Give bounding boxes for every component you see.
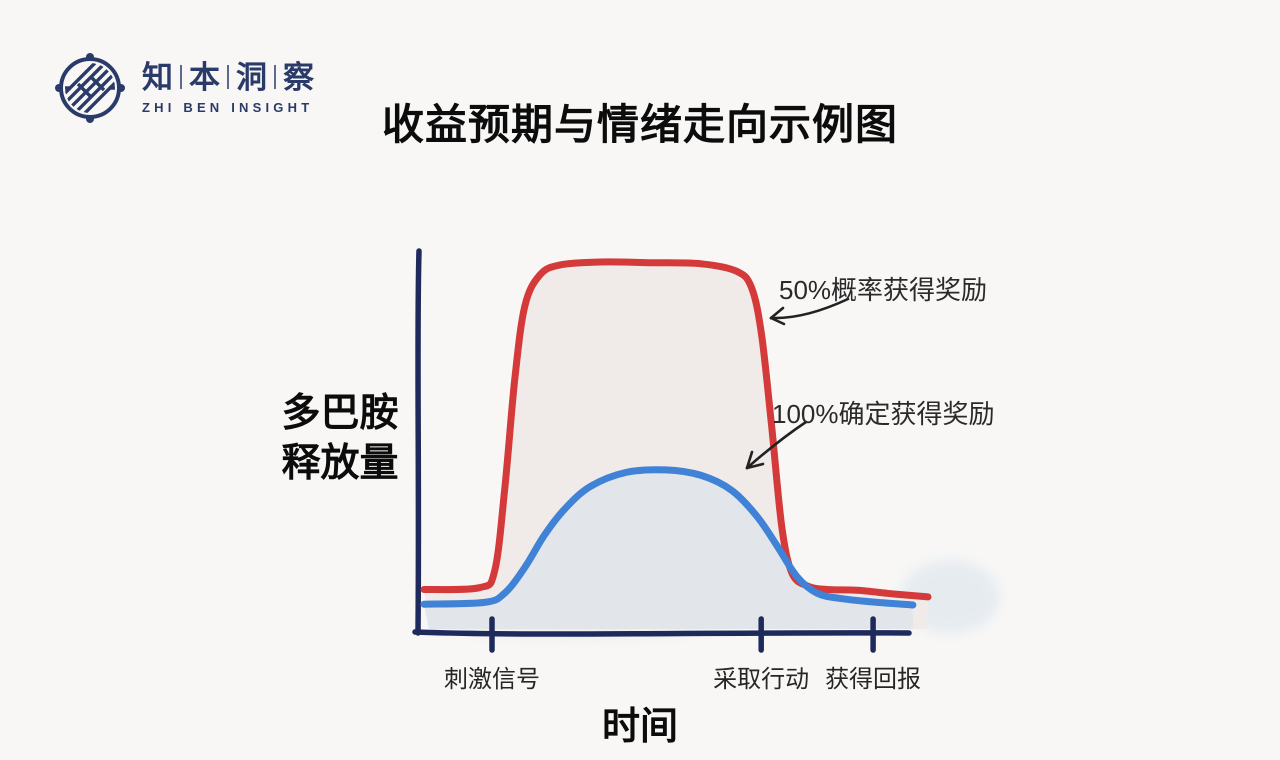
y-axis-label-line: 多巴胺 <box>281 392 399 435</box>
series-fill-areas <box>424 261 928 629</box>
separator <box>227 65 229 89</box>
annotation-100-percent: 100%确定获得奖励 <box>772 399 995 429</box>
x-axis-ticks <box>489 616 876 653</box>
annotation-50-percent: 50%概率获得奖励 <box>779 275 988 305</box>
brand-char: 知 <box>142 59 173 95</box>
brand-char: 本 <box>189 59 220 95</box>
brand-name-en: ZHI BEN INSIGHT <box>142 99 314 115</box>
x-axis-label: 时间 <box>601 706 678 748</box>
x-tick-label: 获得回报 <box>825 666 922 693</box>
brand-char: 洞 <box>236 59 267 95</box>
annotation-arrow-100-icon <box>745 420 808 470</box>
separator <box>180 65 182 89</box>
brand-text: 知 本 洞 察 ZHI BEN INSIGHT <box>142 62 314 115</box>
annotation-arrow-50-icon <box>769 297 850 326</box>
x-tick-label: 采取行动 <box>713 666 810 693</box>
series-area-1 <box>424 469 913 629</box>
brand-name-zh: 知 本 洞 察 <box>142 62 314 93</box>
page-title: 收益预期与情绪走向示例图 <box>381 101 898 148</box>
zhiben-seal-icon <box>55 53 125 123</box>
series-lines <box>420 258 932 609</box>
x-axis <box>412 629 912 637</box>
x-tick-label: 刺激信号 <box>444 666 541 693</box>
series-line-1 <box>420 466 917 609</box>
y-axis-label-line: 释放量 <box>281 442 399 485</box>
y-axis-label: 多巴胺 释放量 <box>260 389 420 489</box>
separator <box>274 65 276 89</box>
y-axis <box>415 248 422 636</box>
brand-char: 察 <box>283 59 314 95</box>
brand-logo: 知 本 洞 察 ZHI BEN INSIGHT <box>52 50 314 126</box>
